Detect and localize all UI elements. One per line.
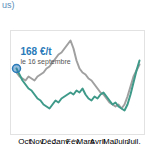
svg-text:Janv.: Janv. (52, 137, 71, 147)
html-text:Mai Juin: Mai Juin (103, 137, 129, 147)
svg-text:Nov.: Nov. (29, 137, 46, 147)
svg-text:Juil.: Juil. (126, 137, 140, 146)
svg-text:Avril: Avril (89, 137, 106, 147)
svg-text:Déc.: Déc. (41, 137, 58, 147)
html-text:us): us) (2, 0, 15, 10)
svg-text:168 €/t: 168 €/t (21, 46, 53, 57)
svg-text:Mars: Mars (76, 137, 95, 147)
svg-text:le 16 septembre: le 16 septembre (21, 58, 71, 66)
svg-text:Oct.: Oct. (18, 137, 33, 147)
svg-text:Fév.: Fév. (66, 137, 81, 147)
